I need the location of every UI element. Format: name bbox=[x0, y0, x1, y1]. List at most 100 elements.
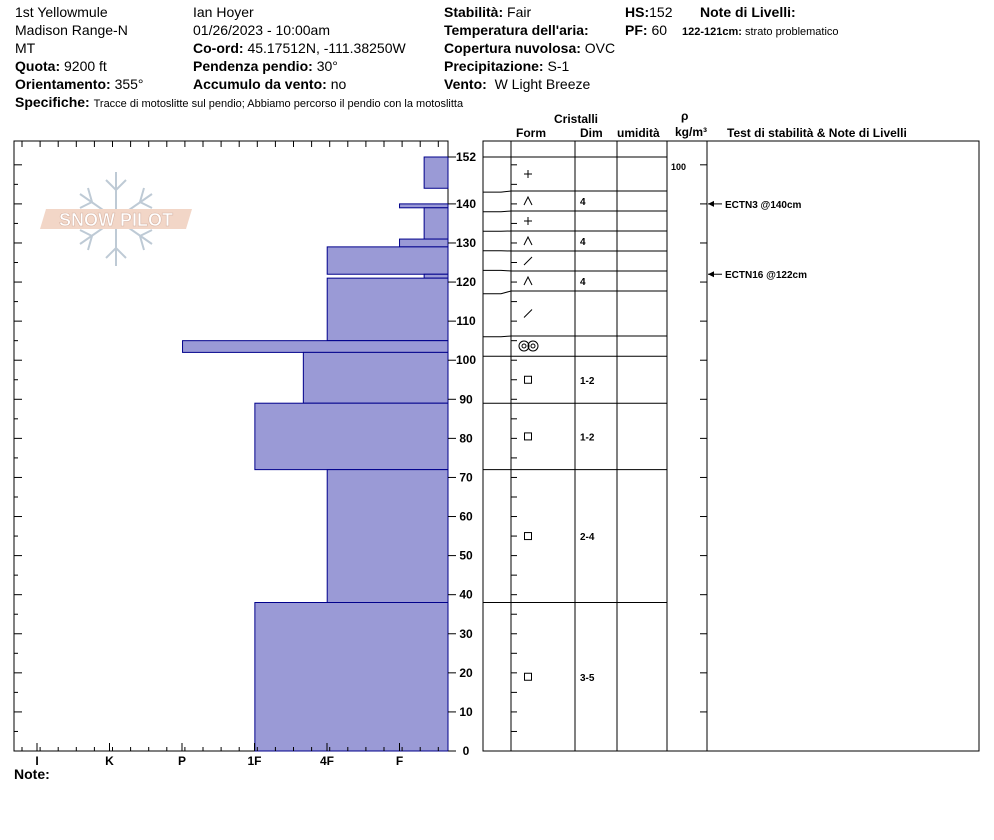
depth-tick-label: 80 bbox=[459, 431, 473, 445]
stability-test-label: ECTN16 @122cm bbox=[725, 270, 807, 281]
depth-tick-label: 152 bbox=[456, 150, 476, 164]
elevation: Quota: 9200 ft bbox=[15, 58, 107, 74]
depth-tick-label: 130 bbox=[456, 236, 476, 250]
depth-tick-label: 90 bbox=[459, 392, 473, 406]
crystal-size-label: 1-2 bbox=[580, 376, 595, 387]
stability-test-arrowhead bbox=[708, 271, 714, 278]
crystal-form-symbol bbox=[524, 532, 532, 541]
hardness-tick-label: 1F bbox=[247, 754, 261, 768]
wind-loading: Accumulo da vento: no bbox=[193, 76, 346, 92]
depth-tick-label: 100 bbox=[456, 353, 476, 367]
datetime: 01/26/2023 - 10:00am bbox=[193, 22, 330, 38]
state: MT bbox=[15, 40, 36, 56]
rho-header: ρ bbox=[681, 109, 689, 123]
depth-tick-label: 0 bbox=[463, 744, 470, 758]
size-header: Dim bbox=[580, 126, 603, 140]
depth-tick-label: 50 bbox=[459, 549, 473, 563]
logo-text: SNOW PILOT bbox=[59, 210, 173, 230]
slope-value: 30° bbox=[316, 58, 338, 74]
crystal-form-symbol bbox=[523, 195, 533, 206]
crystal-form-symbol bbox=[524, 375, 532, 384]
hardness-tick-label: I bbox=[35, 754, 38, 768]
depth-tick-label: 30 bbox=[459, 627, 473, 641]
crystal-form-symbol bbox=[524, 672, 532, 681]
depth-connector-line bbox=[483, 269, 512, 272]
hs-value: 152 bbox=[649, 4, 673, 20]
depth-tick-label: 40 bbox=[459, 588, 473, 602]
stability-value: Fair bbox=[507, 4, 532, 20]
density-value: 100 bbox=[671, 162, 686, 172]
wind-label: Vento: bbox=[444, 76, 487, 92]
hardness-layer-bar bbox=[254, 602, 449, 752]
wind-loading-value: no bbox=[330, 76, 347, 92]
depth-tick-label: 110 bbox=[456, 314, 476, 328]
density-unit-header: kg/m³ bbox=[675, 125, 708, 139]
crystal-form-symbol bbox=[521, 343, 527, 349]
form-header: Form bbox=[516, 126, 546, 140]
slope: Pendenza pendio: 30° bbox=[193, 58, 338, 74]
aspect: Orientamento: 355° bbox=[15, 76, 144, 92]
depth-connector-line bbox=[483, 335, 512, 338]
hardness-tick-label: F bbox=[396, 754, 403, 768]
aspect-value: 355° bbox=[114, 76, 144, 92]
wind-value: W Light Breeze bbox=[494, 76, 591, 92]
hardness-tick-label: K bbox=[105, 754, 114, 768]
hardness-layer-bar bbox=[423, 207, 449, 240]
range: Madison Range-N bbox=[15, 22, 128, 38]
crystal-form-symbol bbox=[523, 256, 533, 266]
air-temp-label: Temperatura dell'aria: bbox=[444, 22, 589, 38]
sky-label: Copertura nuvolosa: bbox=[444, 40, 581, 56]
pf: PF: 60 bbox=[625, 22, 667, 38]
crystal-form-symbol bbox=[523, 309, 533, 318]
crystal-form-symbol bbox=[530, 343, 536, 349]
crystal-table-frame bbox=[482, 140, 980, 752]
layer-notes-label: Note di Livelli: bbox=[700, 4, 796, 20]
crystal-form-symbol bbox=[524, 432, 532, 441]
hardness-layer-bar bbox=[423, 273, 449, 279]
wind-loading-label: Accumulo da vento: bbox=[193, 76, 327, 92]
stability: Stabilità: Fair bbox=[444, 4, 531, 20]
stability-header: Test di stabilità & Note di Livelli bbox=[727, 126, 907, 140]
sky-cover: Copertura nuvolosa: OVC bbox=[444, 40, 615, 56]
hardness-layer-bar bbox=[182, 340, 449, 353]
depth-connector-line bbox=[483, 190, 512, 193]
depth-tick-label: 60 bbox=[459, 510, 473, 524]
specifics-text: Tracce di motoslitte sul pendio; Abbiamo… bbox=[93, 98, 464, 110]
hardness-tick-label: P bbox=[178, 754, 186, 768]
layer-note-text: strato problematico bbox=[745, 26, 839, 38]
precip-label: Precipitazione: bbox=[444, 58, 544, 74]
depth-tick-label: 120 bbox=[456, 275, 476, 289]
layer-note: 122-121cm: strato problematico bbox=[682, 24, 839, 40]
hardness-layer-bar bbox=[326, 469, 449, 604]
stability-test-arrowhead bbox=[708, 200, 714, 207]
coord-label: Co-ord: bbox=[193, 40, 244, 56]
depth-tick-label: 140 bbox=[456, 197, 476, 211]
hardness-layer-bar bbox=[423, 156, 449, 189]
layer-note-depth: 122-121cm: bbox=[682, 26, 742, 38]
depth-tick-label: 20 bbox=[459, 666, 473, 680]
hardness-layer-bar bbox=[302, 351, 449, 404]
pf-value: 60 bbox=[651, 22, 668, 38]
hardness-layer-bar bbox=[399, 238, 449, 248]
elevation-value: 9200 ft bbox=[64, 58, 107, 74]
hardness-layer-bar bbox=[326, 246, 449, 275]
hs: HS:152 bbox=[625, 4, 672, 20]
slope-label: Pendenza pendio: bbox=[193, 58, 313, 74]
depth-tick-label: 10 bbox=[459, 705, 473, 719]
notes-label: Note: bbox=[14, 766, 50, 782]
precipitation: Precipitazione: S-1 bbox=[444, 58, 569, 74]
crystal-size-label: 4 bbox=[580, 237, 586, 248]
depth-connector-line bbox=[483, 290, 512, 295]
crystal-form-symbol bbox=[518, 340, 530, 352]
crystal-form-symbol bbox=[523, 275, 533, 286]
depth-connector-line bbox=[483, 210, 512, 213]
wind: Vento: W Light Breeze bbox=[444, 76, 590, 92]
depth-tick-label: 70 bbox=[459, 470, 473, 484]
crystal-size-label: 4 bbox=[580, 197, 586, 208]
coordinates: Co-ord: 45.17512N, -111.38250W bbox=[193, 40, 406, 56]
elevation-label: Quota: bbox=[15, 58, 61, 74]
crystal-form-symbol bbox=[527, 340, 539, 352]
moisture-header: umidità bbox=[617, 126, 660, 140]
specifics: Specifiche: Tracce di motoslitte sul pen… bbox=[15, 94, 463, 112]
